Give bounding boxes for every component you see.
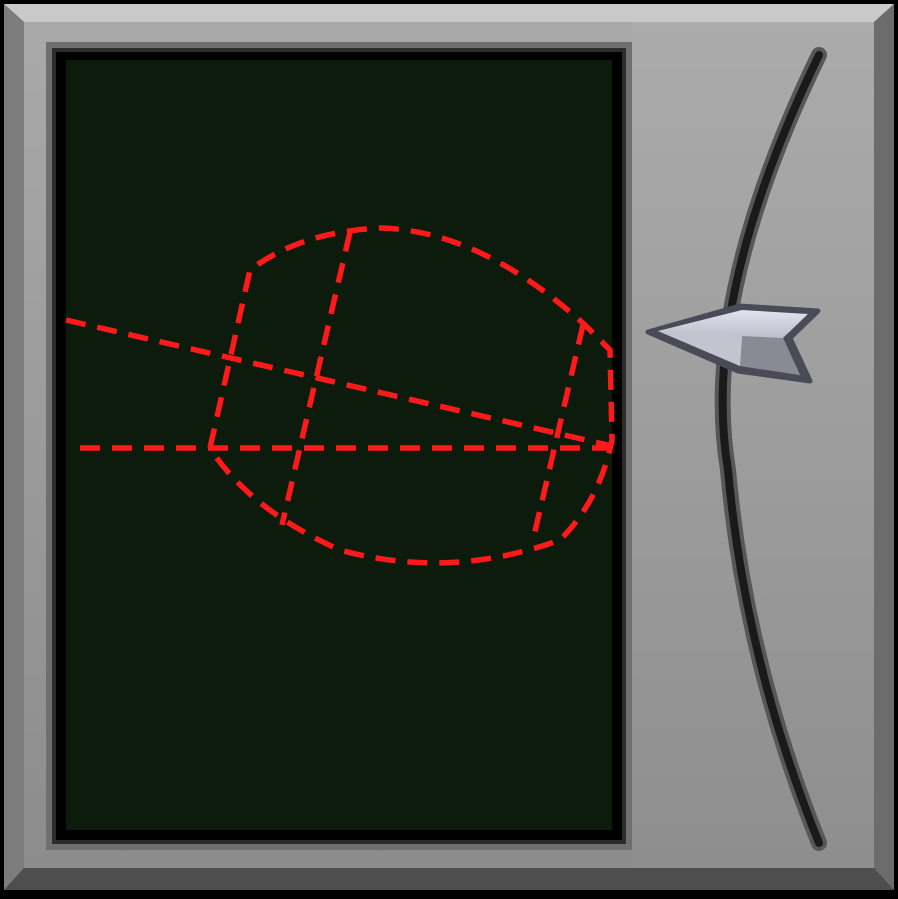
scanner-screen <box>66 60 612 830</box>
scan-contour <box>207 225 615 566</box>
slider-track[interactable] <box>714 47 827 851</box>
scan-line-diagonal <box>65 317 613 449</box>
slider-panel <box>632 22 874 868</box>
arrow-pointer-icon[interactable] <box>645 303 821 384</box>
scan-line-vertical-b <box>530 324 586 541</box>
bottom-strip <box>0 890 898 899</box>
scan-line-vertical-a <box>279 231 353 526</box>
scan-outline <box>65 225 615 566</box>
